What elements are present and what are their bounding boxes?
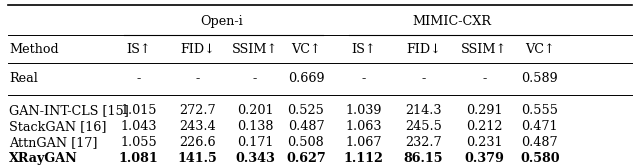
Text: 0.379: 0.379 bbox=[465, 152, 504, 165]
Text: 243.4: 243.4 bbox=[179, 120, 216, 133]
Text: Real: Real bbox=[9, 72, 38, 85]
Text: 0.589: 0.589 bbox=[522, 72, 558, 85]
Text: Open-i: Open-i bbox=[200, 15, 243, 28]
Text: 0.580: 0.580 bbox=[520, 152, 559, 165]
Text: 0.212: 0.212 bbox=[466, 120, 502, 133]
Text: SSIM↑: SSIM↑ bbox=[461, 43, 508, 56]
Text: 1.055: 1.055 bbox=[120, 136, 157, 149]
Text: 0.508: 0.508 bbox=[287, 136, 324, 149]
Text: 0.231: 0.231 bbox=[466, 136, 502, 149]
Text: 86.15: 86.15 bbox=[403, 152, 443, 165]
Text: 1.112: 1.112 bbox=[344, 152, 383, 165]
Text: MIMIC-CXR: MIMIC-CXR bbox=[412, 15, 492, 28]
Text: 0.487: 0.487 bbox=[522, 136, 558, 149]
Text: 0.343: 0.343 bbox=[235, 152, 275, 165]
Text: 0.201: 0.201 bbox=[237, 104, 273, 117]
Text: IS↑: IS↑ bbox=[126, 43, 150, 56]
Text: -: - bbox=[136, 72, 141, 85]
Text: 1.043: 1.043 bbox=[120, 120, 157, 133]
Text: FID↓: FID↓ bbox=[180, 43, 215, 56]
Text: 0.627: 0.627 bbox=[286, 152, 326, 165]
Text: 0.669: 0.669 bbox=[287, 72, 324, 85]
Text: 226.6: 226.6 bbox=[179, 136, 216, 149]
Text: 0.291: 0.291 bbox=[466, 104, 502, 117]
Text: 214.3: 214.3 bbox=[405, 104, 442, 117]
Text: 1.067: 1.067 bbox=[345, 136, 381, 149]
Text: GAN-INT-CLS [15]: GAN-INT-CLS [15] bbox=[9, 104, 129, 117]
Text: 1.081: 1.081 bbox=[118, 152, 158, 165]
Text: 245.5: 245.5 bbox=[404, 120, 442, 133]
Text: 0.487: 0.487 bbox=[287, 120, 324, 133]
Text: 272.7: 272.7 bbox=[179, 104, 216, 117]
Text: 232.7: 232.7 bbox=[405, 136, 442, 149]
Text: 1.015: 1.015 bbox=[120, 104, 157, 117]
Text: 0.171: 0.171 bbox=[237, 136, 273, 149]
Text: -: - bbox=[361, 72, 365, 85]
Text: 0.471: 0.471 bbox=[522, 120, 558, 133]
Text: XRayGAN: XRayGAN bbox=[9, 152, 78, 165]
Text: -: - bbox=[253, 72, 257, 85]
Text: 0.555: 0.555 bbox=[522, 104, 558, 117]
Text: SSIM↑: SSIM↑ bbox=[232, 43, 278, 56]
Text: Method: Method bbox=[9, 43, 59, 56]
Text: 1.063: 1.063 bbox=[345, 120, 381, 133]
Text: FID↓: FID↓ bbox=[406, 43, 440, 56]
Text: 0.138: 0.138 bbox=[237, 120, 273, 133]
Text: -: - bbox=[196, 72, 200, 85]
Text: VC↑: VC↑ bbox=[525, 43, 555, 56]
Text: VC↑: VC↑ bbox=[291, 43, 321, 56]
Text: 0.525: 0.525 bbox=[287, 104, 324, 117]
Text: 141.5: 141.5 bbox=[178, 152, 218, 165]
Text: AttnGAN [17]: AttnGAN [17] bbox=[9, 136, 97, 149]
Text: -: - bbox=[483, 72, 486, 85]
Text: IS↑: IS↑ bbox=[351, 43, 376, 56]
Text: 1.039: 1.039 bbox=[345, 104, 381, 117]
Text: -: - bbox=[421, 72, 426, 85]
Text: StackGAN [16]: StackGAN [16] bbox=[9, 120, 106, 133]
